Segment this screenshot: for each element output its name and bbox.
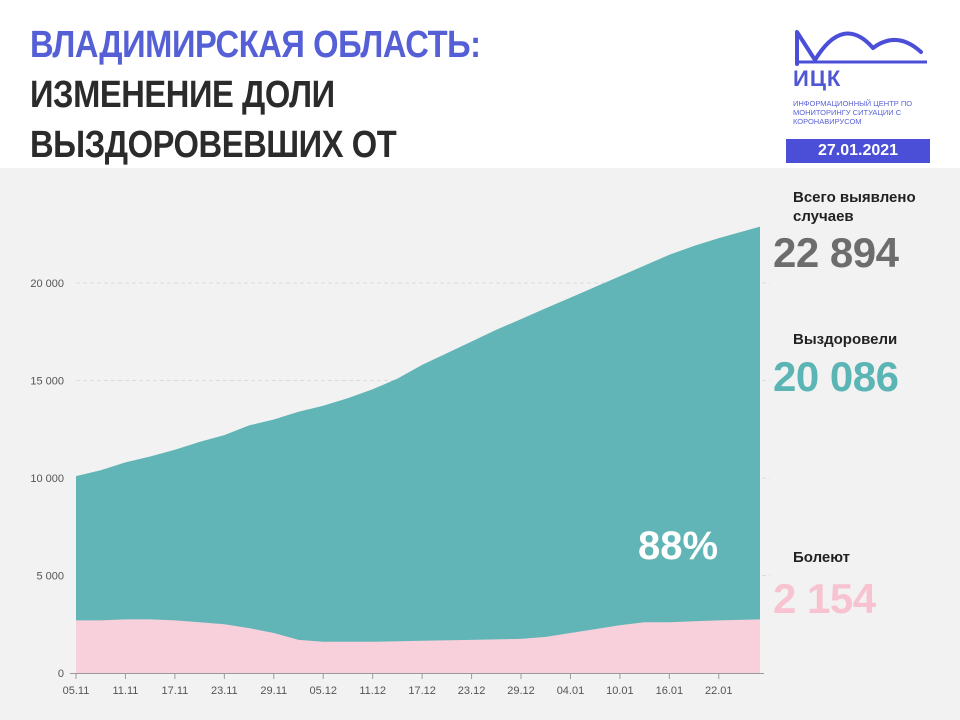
logo-subtitle: ИНФОРМАЦИОННЫЙ ЦЕНТР ПО МОНИТОРИНГУ СИТУ… <box>793 99 913 126</box>
sick-label: Болеют <box>793 549 851 566</box>
sick-area <box>76 619 760 673</box>
title-line1-rest: ИЗМЕНЕНИЕ ДОЛИ <box>30 74 335 116</box>
area-series <box>76 226 760 673</box>
total-cases-value: 22 894 <box>773 229 899 276</box>
header: ВЛАДИМИРСКАЯ ОБЛАСТЬ: ИЗМЕНЕНИЕ ДОЛИ ВЫЗ… <box>0 0 960 216</box>
y-tick-label: 0 <box>58 668 64 680</box>
x-tick-label: 10.01 <box>606 685 634 697</box>
x-tick-label: 22.01 <box>705 685 733 697</box>
y-tick-label: 10 000 <box>30 473 64 485</box>
logo: ИЦК ИНФОРМАЦИОННЫЙ ЦЕНТР ПО МОНИТОРИНГУ … <box>793 22 933 126</box>
chart-panel: 0 5 000 10 000 15 000 20 000 05.11 11.11 17.11 2… <box>0 168 960 720</box>
recovered-percent-label: 88% <box>638 524 719 568</box>
axes: 0 5 000 10 000 15 000 20 000 05.11 11.11 17.11 2… <box>30 278 764 697</box>
x-tick-label: 17.12 <box>408 685 436 697</box>
x-tick-label: 23.12 <box>458 685 486 697</box>
x-tick-label: 04.01 <box>557 685 585 697</box>
x-tick-label: 29.12 <box>507 685 535 697</box>
x-tick-label: 11.11 <box>112 685 138 697</box>
total-cases-label: Всего выявлено случаев <box>793 189 916 225</box>
y-tick-label: 5 000 <box>36 571 64 583</box>
x-tick-label: 05.12 <box>309 685 337 697</box>
logo-bridge-icon <box>795 30 927 66</box>
recovered-value: 20 086 <box>773 353 899 400</box>
x-tick-label: 05.11 <box>63 685 90 697</box>
x-tick-label: 17.11 <box>162 685 189 697</box>
recovered-area <box>76 226 760 673</box>
y-tick-label: 20 000 <box>30 278 64 290</box>
x-tick-label: 16.01 <box>656 685 684 697</box>
date-badge: 27.01.2021 <box>786 139 930 163</box>
x-tick-label: 23.11 <box>211 685 238 697</box>
sick-value: 2 154 <box>773 575 876 622</box>
x-tick-label: 11.12 <box>359 685 386 697</box>
recovered-label: Выздоровели <box>793 331 898 348</box>
x-tick-label: 29.11 <box>260 685 287 697</box>
title-region: ВЛАДИМИРСКАЯ ОБЛАСТЬ: <box>30 24 481 66</box>
y-tick-label: 15 000 <box>30 376 64 388</box>
area-chart: 0 5 000 10 000 15 000 20 000 05.11 11.11 17.11 2… <box>30 226 770 697</box>
logo-name: ИЦК <box>793 66 842 91</box>
